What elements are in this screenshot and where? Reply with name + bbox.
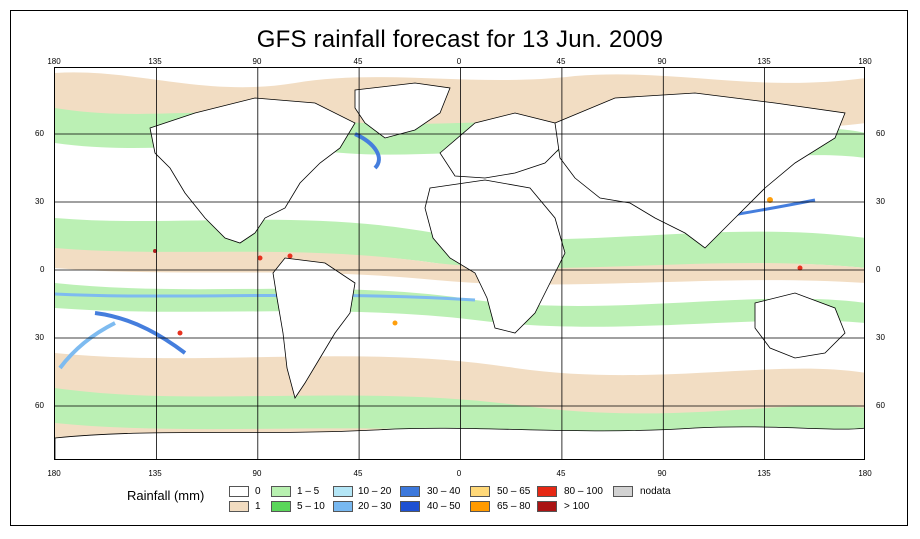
lon-label-bottom: 135	[148, 469, 162, 478]
legend-label: 30 – 40	[427, 486, 461, 497]
lon-label-bottom: 180	[858, 469, 872, 478]
africa	[424, 179, 566, 334]
legend-label: 1 – 5	[297, 486, 320, 497]
legend-swatch	[229, 486, 249, 497]
legend-swatch	[333, 501, 353, 512]
lat-label-left: 30	[35, 333, 44, 342]
lat-label-left: 60	[35, 401, 44, 410]
map-canvas	[55, 68, 864, 459]
legend-swatch	[271, 486, 291, 497]
lat-label-left: 0	[40, 265, 45, 274]
figure-frame	[10, 10, 908, 526]
antarctica	[55, 426, 864, 459]
lon-label-bottom: 180	[47, 469, 61, 478]
australia	[754, 292, 846, 359]
lat-label-right: 30	[876, 333, 885, 342]
legend-swatch	[537, 501, 557, 512]
legend-label: 1	[255, 501, 261, 512]
lon-label-top: 45	[353, 57, 363, 66]
legend-swatch	[537, 486, 557, 497]
lon-label-top: 90	[657, 57, 667, 66]
legend-swatch	[470, 486, 490, 497]
lon-label-bottom: 90	[657, 469, 667, 478]
lon-label-top: 180	[858, 57, 872, 66]
legend-label: 80 – 100	[564, 486, 603, 497]
legend-swatch	[613, 486, 633, 497]
legend-label: 40 – 50	[427, 501, 461, 512]
lat-label-left: 60	[35, 129, 44, 138]
legend-swatch	[229, 501, 249, 512]
graticule	[55, 68, 864, 459]
legend-label: 65 – 80	[497, 501, 531, 512]
lat-label-right: 60	[876, 129, 885, 138]
lat-label-right: 60	[876, 401, 885, 410]
legend-label: > 100	[564, 501, 590, 512]
legend-label: 20 – 30	[358, 501, 392, 512]
map-title: GFS rainfall forecast for 13 Jun. 2009	[256, 26, 664, 53]
legend-label: 0	[255, 486, 261, 497]
lon-label-bottom: 90	[252, 469, 262, 478]
lat-label-right: 30	[876, 197, 885, 206]
lon-label-top: 135	[757, 57, 771, 66]
legend-label: nodata	[640, 486, 671, 497]
rainfall-map	[54, 67, 865, 460]
legend-title: Rainfall (mm)	[127, 488, 205, 503]
lon-label-bottom: 45	[353, 469, 363, 478]
legend-swatch	[333, 486, 353, 497]
lat-label-left: 30	[35, 197, 44, 206]
legend-swatch	[470, 501, 490, 512]
greenland	[354, 82, 451, 139]
legend-label: 10 – 20	[358, 486, 392, 497]
europe	[439, 112, 566, 179]
lon-label-top: 180	[47, 57, 61, 66]
lon-label-bottom: 45	[556, 469, 566, 478]
legend-swatch	[400, 501, 420, 512]
south-america	[272, 257, 356, 399]
lat-label-right: 0	[876, 265, 881, 274]
legend-label: 50 – 65	[497, 486, 531, 497]
asia	[554, 92, 846, 249]
lon-label-top: 90	[252, 57, 262, 66]
lon-label-top: 135	[148, 57, 162, 66]
legend-label: 5 – 10	[297, 501, 325, 512]
lon-label-top: 45	[556, 57, 566, 66]
legend-swatch	[400, 486, 420, 497]
lon-label-top: 0	[456, 57, 462, 66]
legend-swatch	[271, 501, 291, 512]
lon-label-bottom: 0	[456, 469, 462, 478]
lon-label-bottom: 135	[757, 469, 771, 478]
